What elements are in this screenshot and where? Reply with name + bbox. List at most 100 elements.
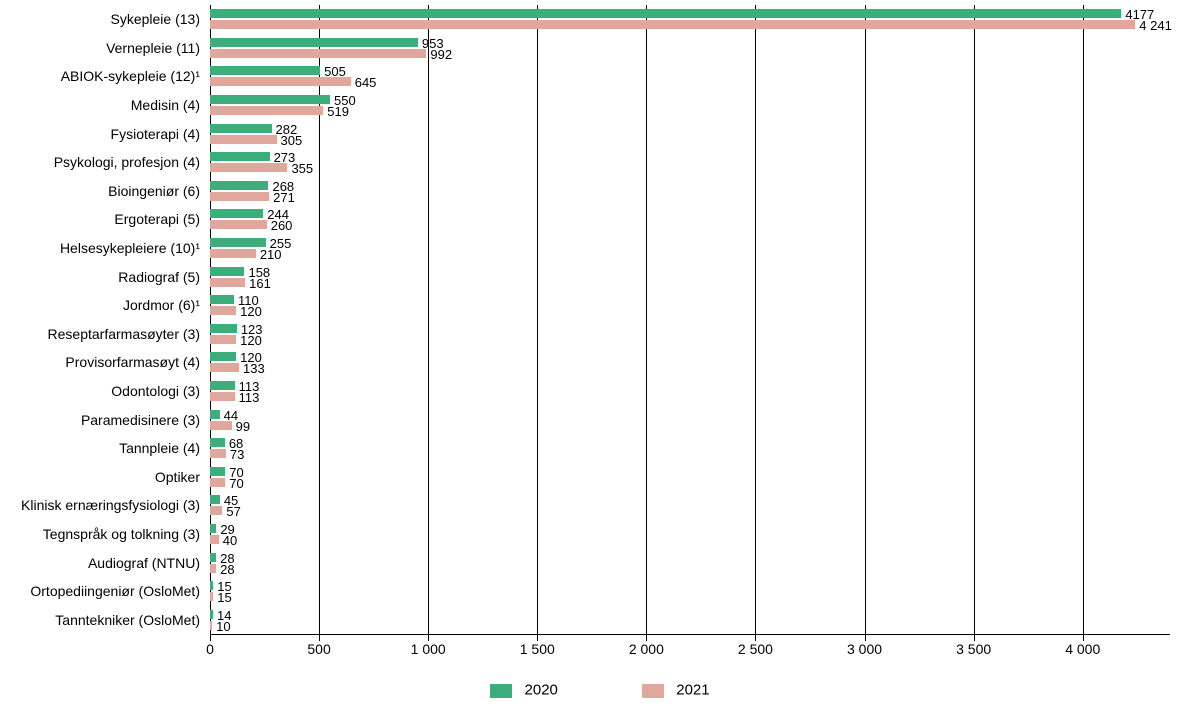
chart-row: Fysioterapi (4)282305: [210, 119, 1170, 148]
bar-2021: [210, 106, 323, 115]
category-label: Bioingeniør (6): [108, 183, 210, 199]
bar-2021: [210, 335, 236, 344]
chart-row: Optiker7070: [210, 463, 1170, 492]
bar-2021: [210, 621, 212, 630]
category-label: Tannpleie (4): [119, 440, 210, 456]
value-label-2021: 10: [216, 620, 230, 633]
bar-2020: [210, 209, 263, 218]
bar-2021: [210, 564, 216, 573]
chart-row: Odontologi (3)113113: [210, 377, 1170, 406]
value-label-2021: 28: [220, 563, 234, 576]
bar-2020: [210, 324, 237, 333]
chart-row: Helsesykepleiere (10)¹255210: [210, 234, 1170, 263]
category-label: Psykologi, profesjon (4): [54, 154, 210, 170]
bar-2020: [210, 152, 270, 161]
bar-2020: [210, 352, 236, 361]
category-label: Reseptarfarmasøyter (3): [48, 326, 210, 342]
value-label-2021: 99: [236, 420, 250, 433]
bar-2021: [210, 535, 219, 544]
category-label: Tanntekniker (OsloMet): [55, 612, 210, 628]
bar-2020: [210, 267, 244, 276]
bar-2021: [210, 506, 222, 515]
bar-2020: [210, 66, 320, 75]
legend-label-2020: 2020: [525, 682, 558, 699]
value-label-2021: 519: [327, 105, 349, 118]
category-label: Sykepleie (13): [111, 11, 211, 27]
category-label: Odontologi (3): [111, 383, 210, 399]
chart-row: Radiograf (5)158161: [210, 262, 1170, 291]
bar-2020: [210, 610, 213, 619]
category-label: Ortopediingeniør (OsloMet): [30, 583, 210, 599]
bar-2020: [210, 495, 220, 504]
bar-2020: [210, 124, 272, 133]
category-label: Optiker: [155, 469, 210, 485]
value-label-2021: 305: [281, 134, 303, 147]
x-tick-label: 2 500: [738, 641, 773, 657]
chart-row: Jordmor (6)¹110120: [210, 291, 1170, 320]
chart-row: Ortopediingeniør (OsloMet)1515: [210, 577, 1170, 606]
value-label-2021: 271: [273, 191, 295, 204]
chart-row: Audiograf (NTNU)2828: [210, 548, 1170, 577]
value-label-2021: 15: [217, 591, 231, 604]
bar-2021: [210, 392, 235, 401]
bar-2021: [210, 449, 226, 458]
legend-swatch-2021: [642, 684, 664, 698]
value-label-2021: 40: [223, 534, 237, 547]
category-label: Ergoterapi (5): [114, 211, 210, 227]
bar-2020: [210, 9, 1121, 18]
category-label: Klinisk ernæringsfysiologi (3): [21, 497, 210, 513]
bar-2020: [210, 238, 266, 247]
category-label: Radiograf (5): [118, 269, 210, 285]
bar-2021: [210, 192, 269, 201]
value-label-2021: 133: [243, 362, 265, 375]
chart-row: Tannpleie (4)6873: [210, 434, 1170, 463]
plot-area: 05001 0001 5002 0002 5003 0003 5004 000S…: [210, 5, 1170, 635]
bar-2020: [210, 38, 418, 47]
legend-swatch-2020: [490, 684, 512, 698]
x-tick-label: 1 500: [520, 641, 555, 657]
bar-2021: [210, 592, 213, 601]
chart-row: Bioingeniør (6)268271: [210, 177, 1170, 206]
bar-2020: [210, 581, 213, 590]
value-label-2021: 355: [291, 162, 313, 175]
legend-item-2020: 2020: [490, 681, 558, 699]
chart-row: Tanntekniker (OsloMet)1410: [210, 606, 1170, 635]
bar-2021: [210, 278, 245, 287]
chart-row: Sykepleie (13)41774 241: [210, 5, 1170, 34]
bar-2020: [210, 95, 330, 104]
category-label: Provisorfarmasøyt (4): [65, 354, 210, 370]
category-label: Medisin (4): [131, 97, 210, 113]
bar-2021: [210, 363, 239, 372]
value-label-2021: 57: [226, 505, 240, 518]
category-label: Vernepleie (11): [106, 40, 210, 56]
chart-row: Tegnspråk og tolkning (3)2940: [210, 520, 1170, 549]
x-tick-label: 1 000: [411, 641, 446, 657]
value-label-2021: 645: [355, 76, 377, 89]
bar-2021: [210, 220, 267, 229]
bar-2020: [210, 553, 216, 562]
bar-2021: [210, 49, 426, 58]
chart-row: Medisin (4)550519: [210, 91, 1170, 120]
bar-2020: [210, 381, 235, 390]
bar-2021: [210, 478, 225, 487]
x-tick-label: 500: [307, 641, 330, 657]
category-label: Tegnspråk og tolkning (3): [43, 526, 210, 542]
x-tick-label: 2 000: [629, 641, 664, 657]
bar-2020: [210, 438, 225, 447]
chart-row: Ergoterapi (5)244260: [210, 205, 1170, 234]
category-label: Helsesykepleiere (10)¹: [60, 240, 210, 256]
chart-row: Provisorfarmasøyt (4)120133: [210, 348, 1170, 377]
category-label: Fysioterapi (4): [111, 126, 210, 142]
x-tick-label: 4 000: [1065, 641, 1100, 657]
bar-2021: [210, 20, 1135, 29]
legend: 2020 2021: [0, 681, 1200, 699]
value-label-2021: 120: [240, 334, 262, 347]
chart-row: Vernepleie (11)953992: [210, 34, 1170, 63]
x-tick-label: 3 500: [956, 641, 991, 657]
bar-2021: [210, 135, 277, 144]
value-label-2021: 161: [249, 277, 271, 290]
value-label-2020: 505: [324, 65, 346, 78]
legend-item-2021: 2021: [642, 681, 710, 699]
category-label: ABIOK-sykepleie (12)¹: [61, 68, 210, 84]
legend-label-2021: 2021: [676, 682, 709, 699]
